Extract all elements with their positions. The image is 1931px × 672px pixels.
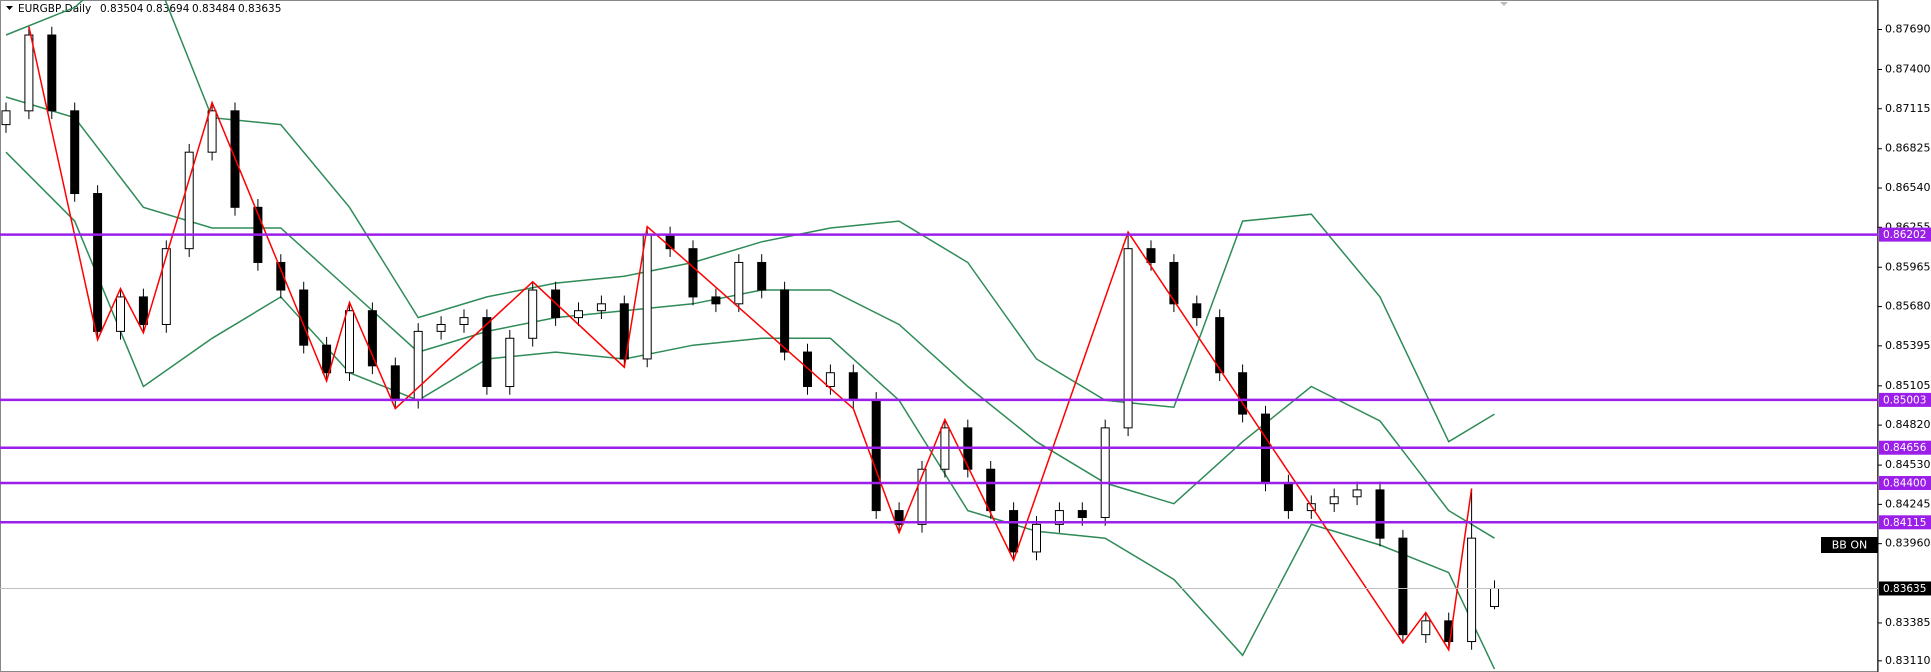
candle-body bbox=[596, 303, 606, 312]
candle-body bbox=[1283, 482, 1293, 512]
level-label-box bbox=[1879, 476, 1931, 491]
candle-body bbox=[734, 261, 744, 305]
candle-body bbox=[1032, 523, 1041, 553]
y-tick-label: 0.85105 bbox=[1885, 379, 1931, 392]
candle-body bbox=[138, 296, 148, 325]
y-tick-label: 0.83110 bbox=[1885, 654, 1931, 667]
candle-body bbox=[848, 372, 858, 401]
bollinger-lower bbox=[5, 151, 1496, 670]
candle-body bbox=[871, 399, 881, 512]
candle-body bbox=[1467, 537, 1477, 643]
plot-area bbox=[0, 0, 1878, 672]
candle-body bbox=[1054, 510, 1064, 525]
candle-body bbox=[1329, 496, 1339, 505]
candle-body bbox=[1398, 537, 1408, 636]
candle-body bbox=[894, 510, 904, 525]
level-label: 0.84115 bbox=[1883, 517, 1926, 529]
candle-body bbox=[1421, 620, 1431, 636]
header-arrow bbox=[6, 6, 13, 10]
candle-body bbox=[1215, 317, 1225, 374]
candle-body bbox=[184, 151, 194, 250]
candle-body bbox=[1490, 587, 1499, 608]
bollinger-upper bbox=[5, 0, 1495, 443]
y-tick-label: 0.86540 bbox=[1885, 181, 1931, 194]
y-tick-label: 0.85680 bbox=[1885, 300, 1931, 313]
candle-body bbox=[1238, 372, 1248, 415]
y-tick-label: 0.87400 bbox=[1885, 62, 1931, 75]
candle-body bbox=[619, 303, 629, 360]
ohlc-low: 0.83484 bbox=[192, 3, 236, 15]
candle-body bbox=[299, 289, 309, 346]
candle-body bbox=[1, 110, 11, 126]
candle-body bbox=[986, 468, 996, 512]
candle-body bbox=[459, 317, 469, 325]
ohlc-close: 0.83635 bbox=[238, 3, 281, 15]
candle-body bbox=[1100, 427, 1110, 518]
zigzag-line bbox=[28, 26, 1473, 652]
candle-body bbox=[574, 310, 583, 319]
y-tick-label: 0.87115 bbox=[1885, 102, 1931, 115]
candle-body bbox=[161, 248, 171, 325]
y-tick-label: 0.84820 bbox=[1885, 418, 1931, 431]
candle-body bbox=[1123, 248, 1133, 429]
candle-body bbox=[1192, 303, 1202, 319]
level-label-box bbox=[1879, 515, 1931, 530]
current-price-label: 0.83635 bbox=[1883, 583, 1926, 595]
y-tick-label: 0.83960 bbox=[1885, 537, 1931, 550]
y-tick-label: 0.86825 bbox=[1885, 142, 1931, 155]
level-label: 0.84400 bbox=[1883, 478, 1926, 490]
candle-body bbox=[642, 234, 652, 360]
candle-body bbox=[436, 323, 446, 332]
level-label: 0.85003 bbox=[1883, 394, 1926, 406]
candle-body bbox=[345, 310, 354, 374]
candle-body bbox=[367, 310, 377, 367]
candle-body bbox=[528, 289, 538, 339]
candle-body bbox=[24, 34, 34, 112]
candle-body bbox=[1009, 510, 1019, 553]
indicator-badge bbox=[1821, 537, 1878, 553]
candle-body bbox=[780, 289, 790, 353]
candle-body bbox=[93, 193, 103, 332]
candle-body bbox=[757, 261, 767, 291]
candle-body bbox=[207, 110, 217, 153]
candle-body bbox=[1169, 261, 1179, 305]
candle-body bbox=[917, 468, 927, 525]
candle-body bbox=[1146, 248, 1156, 263]
ohlc-high: 0.83694 bbox=[146, 3, 190, 15]
level-label-box bbox=[1879, 227, 1931, 242]
y-tick-label: 0.87690 bbox=[1885, 22, 1931, 35]
level-label: 0.84656 bbox=[1883, 442, 1927, 454]
candle-body bbox=[1375, 489, 1385, 539]
candle-body bbox=[70, 110, 80, 195]
y-tick-label: 0.85965 bbox=[1885, 260, 1931, 273]
candle-body bbox=[803, 351, 812, 388]
candle-body bbox=[688, 248, 698, 298]
y-tick-label: 0.84530 bbox=[1885, 458, 1931, 471]
level-label-box bbox=[1879, 392, 1931, 407]
y-tick-label: 0.85395 bbox=[1885, 339, 1931, 352]
candle-body bbox=[276, 261, 286, 291]
indicator-label: BB ON bbox=[1832, 539, 1867, 552]
scroll-marker bbox=[1500, 2, 1508, 6]
y-tick-label: 0.84245 bbox=[1885, 497, 1931, 510]
y-tick-label: 0.83385 bbox=[1885, 616, 1931, 629]
candle-body bbox=[390, 365, 400, 401]
candle-body bbox=[482, 317, 492, 388]
symbol-label: EURGBP,Daily bbox=[18, 3, 91, 15]
candle-body bbox=[825, 372, 835, 388]
candle-body bbox=[1444, 620, 1454, 643]
candle-body bbox=[116, 296, 125, 332]
current-price-box bbox=[1879, 581, 1931, 596]
ohlc-open: 0.83504 bbox=[100, 3, 144, 15]
candle-body bbox=[47, 34, 57, 112]
candle-body bbox=[711, 296, 721, 305]
level-label-box bbox=[1879, 440, 1931, 455]
candle-body bbox=[322, 344, 332, 374]
candle-body bbox=[505, 337, 515, 388]
candle-body bbox=[1352, 489, 1362, 498]
level-label: 0.86202 bbox=[1883, 229, 1926, 241]
candle-body bbox=[1077, 510, 1087, 518]
